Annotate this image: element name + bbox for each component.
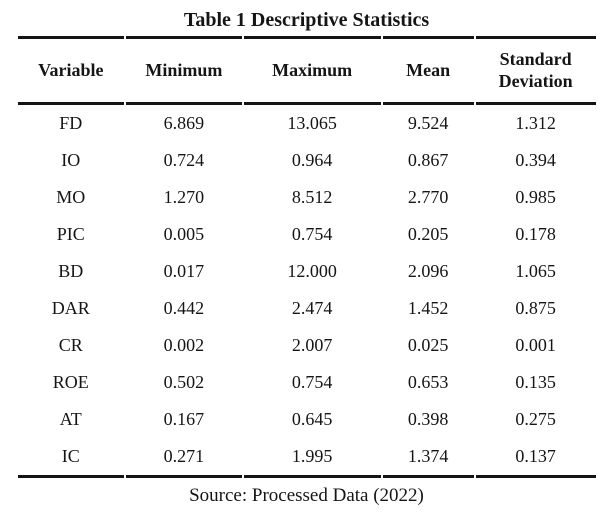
cell-mean: 0.398	[407, 409, 449, 429]
cell-mean: 0.205	[407, 224, 449, 244]
table-row-mo: MO 1.270 8.512 2.770 0.985	[18, 179, 596, 216]
cell-std_dev: 0.135	[515, 372, 556, 392]
cell-minimum: 0.271	[126, 438, 242, 478]
descriptive-statistics-table: Variable Minimum Maximum Mean Standard Devia…	[16, 36, 598, 478]
cell-maximum: 0.964	[291, 150, 333, 170]
cell-maximum: 2.007	[291, 335, 333, 355]
cell-maximum: 0.645	[291, 409, 333, 429]
cell-std_dev: 0.985	[515, 187, 556, 207]
cell-maximum: 1.995	[243, 438, 381, 478]
cell-mean: 1.452	[407, 298, 449, 318]
cell-variable: CR	[58, 335, 83, 355]
cell-minimum: 0.002	[163, 335, 205, 355]
table-row-bd: BD 0.017 12.000 2.096 1.065	[18, 253, 596, 290]
cell-variable: ROE	[52, 372, 89, 392]
cell-mean: 0.653	[407, 372, 449, 392]
cell-variable: MO	[56, 187, 86, 207]
cell-std_dev: 0.137	[475, 438, 596, 478]
cell-std_dev: 1.312	[515, 113, 556, 133]
column-header-maximum: Maximum	[243, 36, 381, 105]
table-row-cr: CR 0.002 2.007 0.025 0.001	[18, 327, 596, 364]
cell-minimum: 0.005	[163, 224, 205, 244]
cell-mean: 0.025	[407, 335, 449, 355]
cell-std_dev: 0.001	[515, 335, 556, 355]
table-row-dar: DAR 0.442 2.474 1.452 0.875	[18, 290, 596, 327]
table-row-fd: FD 6.869 13.065 9.524 1.312	[18, 105, 596, 142]
cell-minimum: 0.502	[163, 372, 205, 392]
cell-maximum: 13.065	[287, 113, 337, 133]
cell-mean: 2.770	[407, 187, 449, 207]
cell-variable: IO	[61, 150, 81, 170]
cell-std_dev: 0.394	[515, 150, 556, 170]
cell-std_dev: 0.275	[515, 409, 556, 429]
cell-variable: DAR	[51, 298, 90, 318]
cell-std_dev: 0.178	[515, 224, 556, 244]
cell-variable: PIC	[56, 224, 85, 244]
table-body: FD 6.869 13.065 9.524 1.312 IO 0.724 0.964 0.867…	[17, 105, 596, 478]
column-header-minimum: Minimum	[126, 36, 242, 105]
cell-variable: FD	[59, 113, 83, 133]
table-row-pic: PIC 0.005 0.754 0.205 0.178	[18, 216, 596, 253]
cell-maximum: 12.000	[287, 261, 337, 281]
cell-mean: 9.524	[407, 113, 449, 133]
column-header-variable: Variable	[17, 36, 125, 105]
cell-minimum: 1.270	[163, 187, 205, 207]
cell-minimum: 0.017	[163, 261, 205, 281]
cell-std_dev: 0.875	[515, 298, 556, 318]
cell-variable: BD	[58, 261, 84, 281]
cell-maximum: 0.754	[291, 224, 333, 244]
column-header-standard-deviation: Standard Deviation	[475, 36, 596, 105]
table-row-at: AT 0.167 0.645 0.398 0.275	[18, 401, 596, 438]
table-row-ic: IC 0.271 1.995 1.374 0.137	[17, 438, 596, 478]
cell-maximum: 0.754	[291, 372, 333, 392]
table-header: Variable Minimum Maximum Mean Standard Devia…	[17, 36, 596, 105]
cell-minimum: 0.167	[163, 409, 205, 429]
table-header-row: Variable Minimum Maximum Mean Standard Devia…	[17, 36, 596, 105]
cell-variable: AT	[59, 409, 82, 429]
column-header-mean: Mean	[382, 36, 474, 105]
table-row-roe: ROE 0.502 0.754 0.653 0.135	[18, 364, 596, 401]
cell-maximum: 2.474	[291, 298, 333, 318]
cell-minimum: 6.869	[163, 113, 205, 133]
cell-mean: 0.867	[407, 150, 449, 170]
cell-minimum: 0.724	[163, 150, 205, 170]
cell-std_dev: 1.065	[515, 261, 556, 281]
cell-maximum: 8.512	[291, 187, 333, 207]
cell-mean: 1.374	[382, 438, 474, 478]
cell-variable: IC	[17, 438, 125, 478]
table-title: Table 1 Descriptive Statistics	[183, 9, 430, 31]
table-row-io: IO 0.724 0.964 0.867 0.394	[18, 142, 596, 179]
cell-minimum: 0.442	[163, 298, 205, 318]
table-source: Source: Processed Data (2022)	[189, 485, 424, 506]
cell-mean: 2.096	[407, 261, 449, 281]
